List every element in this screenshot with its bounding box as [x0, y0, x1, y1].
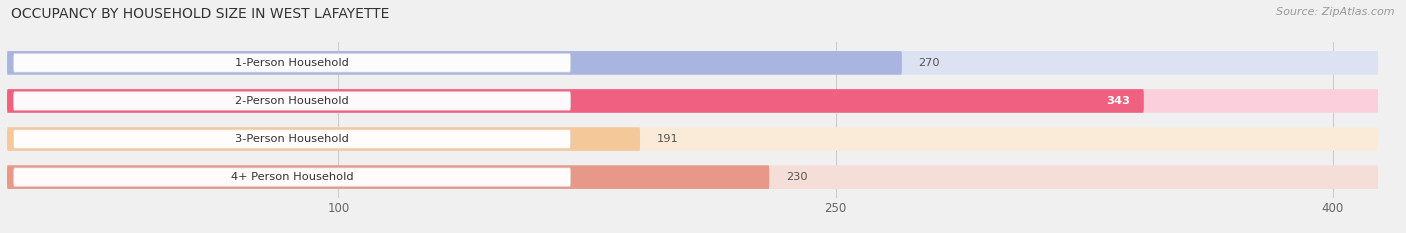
Text: Source: ZipAtlas.com: Source: ZipAtlas.com — [1277, 7, 1395, 17]
Text: 1-Person Household: 1-Person Household — [235, 58, 349, 68]
Text: 191: 191 — [657, 134, 678, 144]
Text: 3-Person Household: 3-Person Household — [235, 134, 349, 144]
FancyBboxPatch shape — [14, 168, 571, 186]
FancyBboxPatch shape — [7, 165, 1378, 189]
Text: 270: 270 — [918, 58, 941, 68]
FancyBboxPatch shape — [7, 89, 1144, 113]
Text: 343: 343 — [1107, 96, 1130, 106]
FancyBboxPatch shape — [14, 54, 571, 72]
FancyBboxPatch shape — [14, 92, 571, 110]
Text: 230: 230 — [786, 172, 807, 182]
FancyBboxPatch shape — [7, 51, 901, 75]
FancyBboxPatch shape — [14, 130, 571, 148]
Text: OCCUPANCY BY HOUSEHOLD SIZE IN WEST LAFAYETTE: OCCUPANCY BY HOUSEHOLD SIZE IN WEST LAFA… — [11, 7, 389, 21]
FancyBboxPatch shape — [7, 127, 1378, 151]
FancyBboxPatch shape — [7, 89, 1378, 113]
Text: 2-Person Household: 2-Person Household — [235, 96, 349, 106]
FancyBboxPatch shape — [7, 127, 640, 151]
FancyBboxPatch shape — [7, 51, 1378, 75]
Text: 4+ Person Household: 4+ Person Household — [231, 172, 353, 182]
FancyBboxPatch shape — [7, 165, 769, 189]
